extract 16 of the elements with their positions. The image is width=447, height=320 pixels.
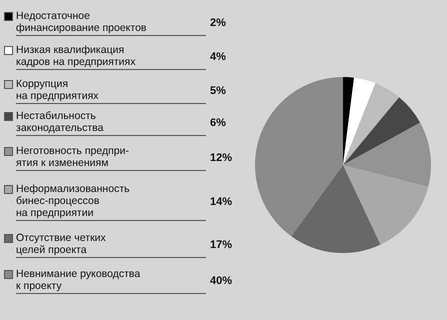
data-label: 4% [210, 51, 226, 63]
data-label: 6% [210, 117, 226, 129]
legend-label: Низкая квалификация кадров на предприятиях [16, 44, 206, 70]
data-label: 14% [210, 196, 232, 208]
legend-label: Нестабильность законодательства [16, 110, 206, 136]
data-label: 40% [210, 275, 232, 287]
legend-label: Отсутствие четких целей проекта [16, 232, 206, 258]
legend-label: Неготовность предпри- ятия к изменениям [16, 145, 206, 171]
data-label: 5% [210, 85, 226, 97]
data-label: 17% [210, 239, 232, 251]
legend-label: Коррупция на предприятиях [16, 78, 206, 104]
legend-label: Неформализованность бинес-процессов на предприятии [16, 183, 206, 221]
legend-label: Невнимание руководства к проекту [16, 268, 206, 294]
data-label: 2% [210, 17, 226, 29]
data-label: 12% [210, 152, 232, 164]
legend-label: Недостаточное финансирование проектов [16, 10, 206, 36]
